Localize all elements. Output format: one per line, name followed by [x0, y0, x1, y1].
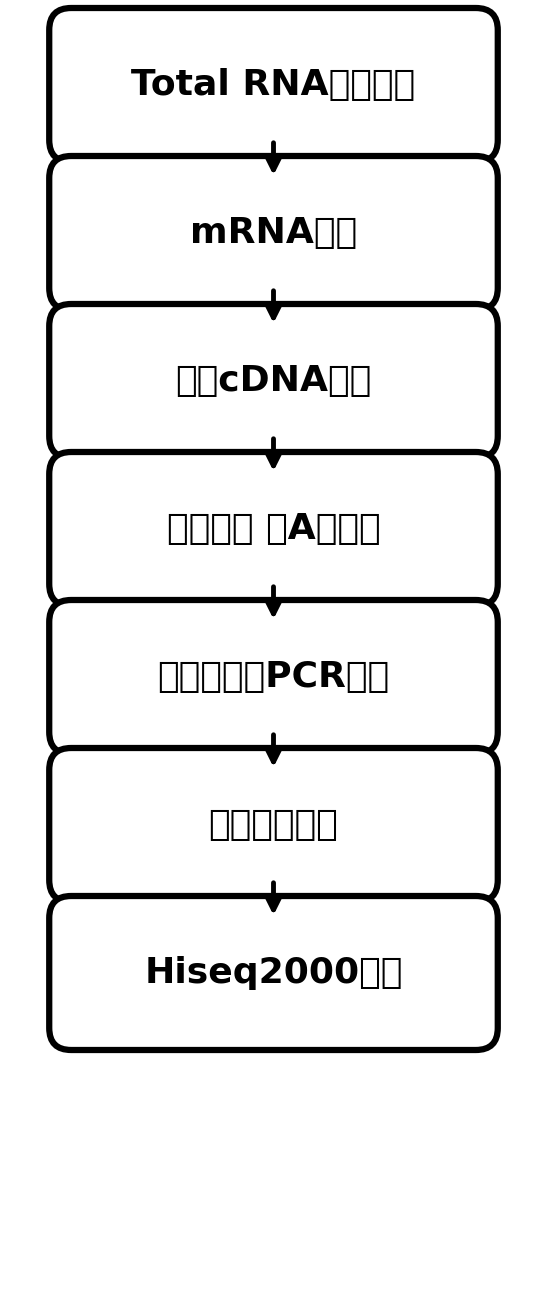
Text: 末端修复 加A和接头: 末端修复 加A和接头	[167, 512, 380, 546]
FancyBboxPatch shape	[49, 896, 498, 1050]
FancyBboxPatch shape	[49, 599, 498, 754]
Text: 片段选择和PCR富集: 片段选择和PCR富集	[158, 661, 389, 694]
FancyBboxPatch shape	[49, 8, 498, 162]
Text: Total RNA样品检测: Total RNA样品检测	[131, 68, 416, 102]
FancyBboxPatch shape	[49, 304, 498, 457]
Text: 文库质量检测: 文库质量检测	[208, 808, 339, 842]
FancyBboxPatch shape	[49, 748, 498, 902]
Text: Hiseq2000测序: Hiseq2000测序	[144, 956, 403, 990]
Text: mRNA富集: mRNA富集	[190, 216, 357, 250]
FancyBboxPatch shape	[49, 156, 498, 310]
Text: 双链cDNA合成: 双链cDNA合成	[176, 364, 371, 397]
FancyBboxPatch shape	[49, 452, 498, 606]
